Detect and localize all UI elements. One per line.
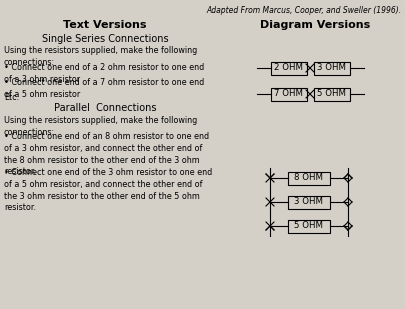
Text: 8 OHM: 8 OHM	[294, 173, 324, 183]
Text: 3 OHM: 3 OHM	[317, 64, 346, 73]
Bar	[288, 171, 330, 184]
Bar	[271, 61, 307, 74]
Text: 3 OHM: 3 OHM	[294, 197, 324, 206]
Text: 5 OHM: 5 OHM	[317, 90, 346, 99]
Text: Using the resistors supplied, make the following
connections:: Using the resistors supplied, make the f…	[4, 116, 197, 137]
Text: Etc.: Etc.	[4, 93, 19, 102]
Bar	[288, 219, 330, 232]
Text: Diagram Versions: Diagram Versions	[260, 20, 370, 30]
Text: 5 OHM: 5 OHM	[294, 222, 324, 231]
Text: Text Versions: Text Versions	[63, 20, 147, 30]
Text: • Connect one end of a 7 ohm resistor to one end
of a 5 ohm resistor: • Connect one end of a 7 ohm resistor to…	[4, 78, 204, 99]
Bar	[288, 196, 330, 209]
Text: • Connect one end of the 3 ohm resistor to one end
of a 5 ohm resistor, and conn: • Connect one end of the 3 ohm resistor …	[4, 168, 212, 212]
Text: 2 OHM: 2 OHM	[274, 64, 303, 73]
Text: Single Series Connections: Single Series Connections	[42, 34, 168, 44]
Text: Adapted From Marcus, Cooper, and Sweller (1996).: Adapted From Marcus, Cooper, and Sweller…	[207, 6, 402, 15]
Text: • Connect one end of a 2 ohm resistor to one end
of a 3 ohm resistor: • Connect one end of a 2 ohm resistor to…	[4, 63, 204, 84]
Bar	[313, 87, 350, 100]
Text: Parallel  Connections: Parallel Connections	[54, 103, 156, 113]
Bar	[271, 87, 307, 100]
Bar	[313, 61, 350, 74]
Text: Using the resistors supplied, make the following
connections:: Using the resistors supplied, make the f…	[4, 46, 197, 67]
Text: 7 OHM: 7 OHM	[274, 90, 303, 99]
Text: • Connect one end of an 8 ohm resistor to one end
of a 3 ohm resistor, and conne: • Connect one end of an 8 ohm resistor t…	[4, 132, 209, 176]
